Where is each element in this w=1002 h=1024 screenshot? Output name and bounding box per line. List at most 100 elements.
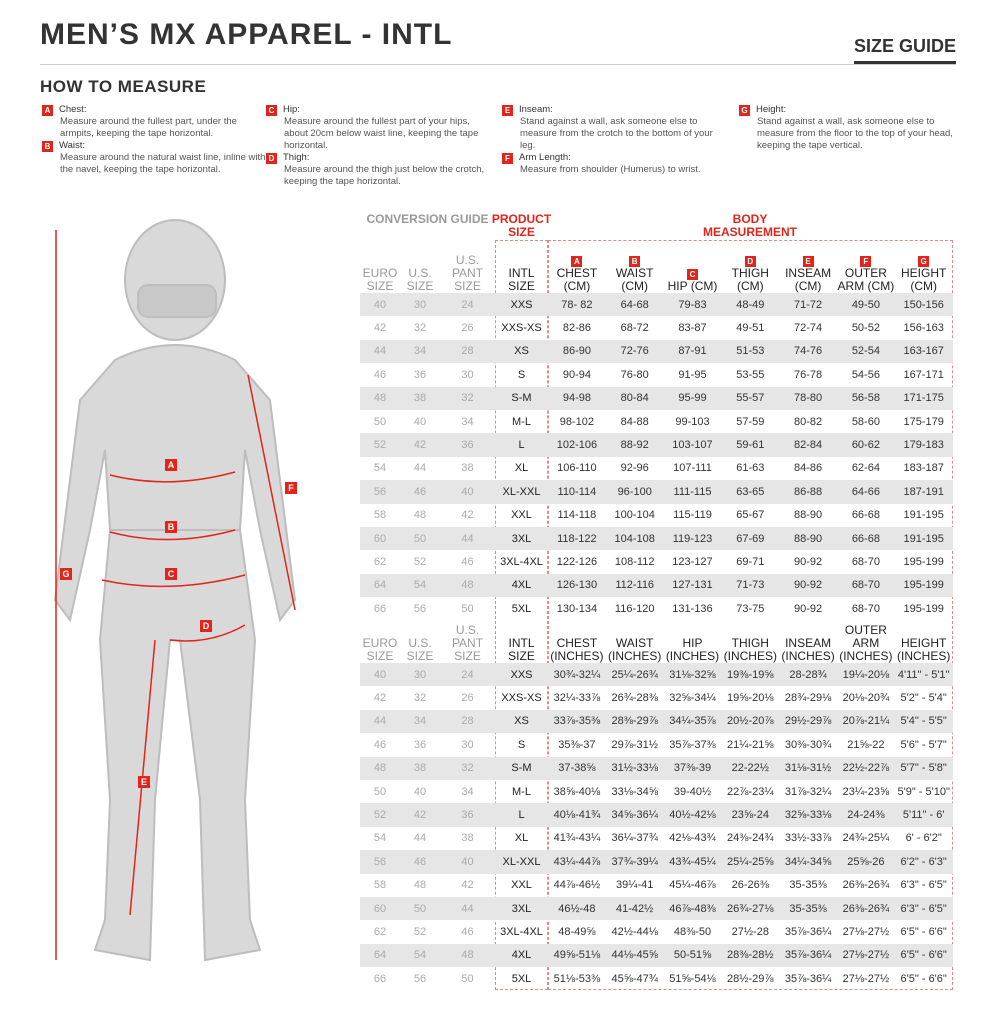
conv-cell: 66 (373, 972, 387, 985)
measure-cell: 99-103 (675, 415, 710, 428)
measure-name: Thigh: (283, 152, 310, 163)
measure-cell: 175-179 (903, 415, 944, 428)
measure-cell: 19⅝-20⅛ (727, 692, 774, 705)
measure-cell: 6' - 6'2" (905, 832, 942, 845)
letter-badge: A (42, 104, 53, 116)
measure-cell: 96-100 (617, 485, 652, 498)
measure-cell: 167-171 (903, 368, 944, 381)
measure-cell: 150-156 (903, 298, 944, 311)
conv-cell: 46 (373, 368, 387, 381)
measure-cell: 33½-33⅞ (784, 832, 832, 845)
measure-cell: 183-187 (903, 462, 944, 475)
measure-cell: 26⅜-26¾ (842, 879, 890, 892)
measure-cell: 6'5" - 6'6" (900, 972, 947, 985)
conv-cell: 32 (413, 692, 427, 705)
conv-cell: 58 (373, 509, 387, 522)
measure-cell: 37⅜-39 (673, 762, 712, 775)
body-measurement-heading: BODY MEASUREMENT (702, 212, 797, 239)
conv-cell: 46 (461, 926, 474, 939)
conv-cell: 42 (461, 509, 474, 522)
intl-size-cell: XL-XXL (502, 485, 541, 498)
conv-cell: 56 (413, 602, 427, 615)
conv-cell: 42 (373, 322, 387, 335)
measure-cell: 118-122 (557, 532, 597, 545)
intl-size-cell: XL-XXL (502, 855, 541, 868)
measure-cell: 31½-33⅛ (611, 762, 658, 775)
measure-cell: 80-82 (794, 415, 823, 428)
conv-cell: 48 (461, 579, 474, 592)
intl-size-cell: 3XL-4XL (500, 926, 543, 939)
measure-cell: 24-24⅜ (847, 809, 885, 822)
conv-cell: 46 (373, 738, 387, 751)
measure-header: B WAIST (CM) (606, 254, 664, 293)
measure-name: Height: (756, 104, 787, 115)
measure-cell: 5'9" - 5'10" (897, 785, 950, 798)
measure-cell: 34¼-34⅝ (784, 855, 832, 868)
measure-header: G HEIGHT (CM) (895, 254, 953, 293)
measure-cell: 43¾-45¼ (669, 855, 716, 868)
measure-cell: 61-63 (736, 462, 765, 475)
measure-cell: 98-102 (559, 415, 595, 428)
measure-cell: 31⅛-32⅝ (669, 668, 716, 681)
measure-cell: 5'11" - 6' (902, 809, 945, 822)
body-measurement-border (548, 240, 953, 990)
measure-cell: 90-92 (794, 602, 823, 615)
measure-cell: 163-167 (903, 345, 944, 358)
measure-cell: 59-61 (736, 439, 765, 452)
measure-cell: 103-107 (672, 439, 713, 452)
measure-header-label: INSEAM (INCHES) (781, 636, 835, 663)
conv-cell: 42 (461, 879, 474, 892)
measure-cell: 38⅝-40⅛ (553, 785, 601, 798)
conv-cell: 32 (461, 762, 474, 775)
measure-text: Measure around the fullest part, under t… (60, 116, 237, 139)
table-row: 46 36 30 S 35⅜-37 29⅞-31½ 35⅞-37⅜ 21¼-21⅝ 30⅜-30… (360, 733, 953, 756)
table-row: 42 32 26 XXS-XS 82-86 68-72 83-87 49-51 72-74 50-… (360, 316, 953, 339)
measure-cell: 60-62 (851, 439, 880, 452)
intl-size-cell: L (518, 809, 525, 822)
measure-label: D Thigh: (266, 152, 491, 164)
conv-header: U.S. PANT SIZE (451, 253, 484, 293)
measure-cell: 78- 82 (561, 298, 593, 311)
intl-size-cell: XL (514, 462, 529, 475)
conv-cell: 44 (413, 462, 427, 475)
measure-cell: 23⅝-24 (731, 809, 769, 822)
measure-cell: 30⅜-30¾ (784, 738, 832, 751)
conv-cell: 50 (413, 902, 427, 915)
measure-header: HEIGHT (INCHES) (895, 637, 953, 663)
measure-cell: 5'2" - 5'4" (900, 692, 947, 705)
measure-cell: 100-104 (614, 509, 655, 522)
measure-cell: 122-126 (556, 556, 598, 569)
letter-badge: F (502, 152, 513, 164)
intl-size-cell: 4XL (511, 949, 532, 962)
measure-cell: 83-87 (678, 322, 707, 335)
measure-cell: 112-116 (615, 579, 655, 592)
conv-cell: 46 (461, 556, 474, 569)
letter-badge: E (802, 256, 814, 267)
intl-header: INTL SIZE (508, 266, 535, 293)
conv-cell: 54 (413, 579, 427, 592)
measure-column: E Inseam: Stand against a wall, ask someon… (502, 104, 727, 176)
measure-cell: 111-115 (673, 485, 712, 498)
measure-cell: 23¼-23⅝ (842, 785, 890, 798)
measure-cell: 31⅞-32¼ (784, 785, 832, 798)
intl-size-cell: XXL (511, 879, 532, 892)
conv-cell: 60 (373, 902, 387, 915)
how-to-measure-title: HOW TO MEASURE (40, 77, 207, 96)
table-row: 44 34 28 XS 33⅞-35⅜ 28⅜-29⅞ 34¼-35⅞ 20½-20⅞ 29½-… (360, 709, 953, 734)
conv-cell: 58 (373, 879, 387, 892)
conv-cell: 34 (413, 345, 427, 358)
measure-header: E INSEAM (CM) (779, 254, 837, 293)
intl-size-cell: S-M (511, 392, 532, 405)
measure-cell: 90-92 (794, 579, 823, 592)
intl-size-cell: XS (514, 715, 529, 728)
conv-cell: 34 (413, 715, 427, 728)
measure-cell: 106-110 (557, 462, 597, 475)
conv-cell: 32 (413, 322, 427, 335)
svg-text:G: G (62, 569, 69, 579)
measure-cell: 28½-29⅞ (727, 972, 774, 985)
table-header-row: EURO SIZE U.S. SIZE U.S. PANT SIZE INTL SIZ… (360, 623, 953, 663)
measure-cell: 34⅝-36¼ (611, 809, 658, 822)
measure-cell: 74-76 (794, 345, 823, 358)
measure-header-label: THIGH (CM) (731, 266, 769, 293)
measure-cell: 27⅛-27½ (842, 926, 890, 939)
